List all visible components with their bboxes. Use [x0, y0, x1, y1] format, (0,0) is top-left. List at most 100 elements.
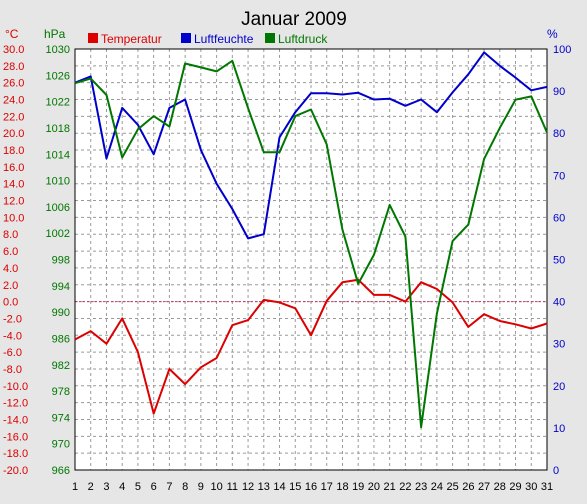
series-line-temperatur [74, 278, 548, 415]
x-tick-label: 14 [273, 481, 285, 493]
temperature-tick-label: 30.0 [3, 44, 24, 56]
legend-label: Luftfeuchte [194, 32, 254, 46]
pressure-tick-label: 998 [52, 255, 70, 267]
temperature-tick-label: -10.0 [3, 381, 28, 393]
temperature-unit-label: °C [5, 27, 19, 41]
pressure-unit-label: hPa [44, 27, 66, 41]
temperature-tick-label: 16.0 [3, 162, 24, 174]
legend-label: Luftdruck [278, 32, 328, 46]
x-tick-label: 3 [103, 481, 109, 493]
x-tick-label: 20 [368, 481, 380, 493]
pressure-tick-label: 1014 [46, 149, 70, 161]
x-tick-label: 22 [399, 481, 411, 493]
x-tick-label: 31 [541, 481, 553, 493]
x-tick-label: 25 [446, 481, 458, 493]
x-tick-label: 26 [462, 481, 474, 493]
series-line-luftdruck [74, 59, 548, 429]
x-tick-label: 29 [509, 481, 521, 493]
pressure-tick-label: 1026 [46, 70, 70, 82]
x-tick-label: 6 [151, 481, 157, 493]
pressure-tick-label: 966 [52, 465, 70, 477]
x-tick-label: 15 [289, 481, 301, 493]
x-tick-label: 30 [525, 481, 537, 493]
x-tick-label: 19 [352, 481, 364, 493]
plot-frame [74, 48, 548, 471]
humidity-tick-label: 90 [553, 86, 565, 98]
pressure-tick-label: 982 [52, 360, 70, 372]
x-tick-label: 12 [242, 481, 254, 493]
temperature-tick-label: -12.0 [3, 398, 28, 410]
x-tick-label: 16 [305, 481, 317, 493]
humidity-tick-label: 40 [553, 297, 565, 309]
x-tick-label: 24 [431, 481, 443, 493]
pressure-tick-label: 1006 [46, 202, 70, 214]
humidity-tick-label: 20 [553, 381, 565, 393]
temperature-tick-label: -2.0 [3, 313, 22, 325]
pressure-tick-label: 970 [52, 439, 70, 451]
x-tick-label: 4 [119, 481, 125, 493]
pressure-tick-label: 994 [52, 281, 70, 293]
legend-swatch [265, 33, 275, 43]
temperature-tick-label: 24.0 [3, 95, 24, 107]
legend-swatch [181, 33, 191, 43]
pressure-tick-label: 990 [52, 307, 70, 319]
x-tick-label: 13 [258, 481, 270, 493]
temperature-tick-label: 0.0 [3, 297, 18, 309]
x-tick-label: 5 [135, 481, 141, 493]
pressure-tick-label: 1010 [46, 176, 70, 188]
temperature-tick-label: -14.0 [3, 414, 28, 426]
temperature-tick-label: -4.0 [3, 330, 22, 342]
pressure-tick-label: 978 [52, 386, 70, 398]
legend-label: Temperatur [101, 32, 162, 46]
x-tick-label: 18 [336, 481, 348, 493]
temperature-tick-label: -16.0 [3, 431, 28, 443]
humidity-tick-label: 70 [553, 170, 565, 182]
x-tick-label: 7 [166, 481, 172, 493]
pressure-tick-label: 1002 [46, 228, 70, 240]
x-tick-label: 21 [384, 481, 396, 493]
temperature-tick-label: 20.0 [3, 128, 24, 140]
legend-swatch [88, 33, 98, 43]
pressure-tick-label: 986 [52, 333, 70, 345]
chart-title: Januar 2009 [241, 9, 347, 30]
temperature-tick-label: -6.0 [3, 347, 22, 359]
pressure-tick-label: 1018 [46, 123, 70, 135]
humidity-tick-label: 100 [553, 44, 571, 56]
temperature-tick-label: 6.0 [3, 246, 18, 258]
humidity-tick-label: 0 [553, 465, 559, 477]
temperature-tick-label: -18.0 [3, 448, 28, 460]
temperature-tick-label: 4.0 [3, 263, 18, 275]
temperature-tick-label: 2.0 [3, 280, 18, 292]
x-tick-label: 1 [72, 481, 78, 493]
pressure-tick-label: 1030 [46, 44, 70, 56]
humidity-tick-label: 60 [553, 212, 565, 224]
humidity-unit-label: % [547, 27, 558, 41]
temperature-tick-label: 12.0 [3, 196, 24, 208]
humidity-tick-label: 80 [553, 128, 565, 140]
x-tick-label: 10 [210, 481, 222, 493]
humidity-tick-label: 50 [553, 255, 565, 267]
humidity-tick-label: 10 [553, 423, 565, 435]
humidity-tick-label: 30 [553, 339, 565, 351]
temperature-tick-label: 26.0 [3, 78, 24, 90]
x-tick-label: 9 [198, 481, 204, 493]
temperature-tick-label: -8.0 [3, 364, 22, 376]
temperature-tick-label: 14.0 [3, 179, 24, 191]
x-tick-label: 27 [478, 481, 490, 493]
temperature-tick-label: 10.0 [3, 212, 24, 224]
x-tick-label: 11 [227, 481, 238, 493]
x-tick-label: 2 [88, 481, 94, 493]
temperature-tick-label: 18.0 [3, 145, 24, 157]
series-line-luftfeuchte [74, 51, 548, 240]
temperature-tick-label: 22.0 [3, 111, 24, 123]
temperature-tick-label: 8.0 [3, 229, 18, 241]
x-tick-label: 28 [494, 481, 506, 493]
pressure-tick-label: 974 [52, 412, 70, 424]
x-tick-label: 23 [415, 481, 427, 493]
temperature-tick-label: 28.0 [3, 61, 24, 73]
x-tick-label: 8 [182, 481, 188, 493]
pressure-tick-label: 1022 [46, 97, 70, 109]
temperature-tick-label: -20.0 [3, 465, 28, 477]
